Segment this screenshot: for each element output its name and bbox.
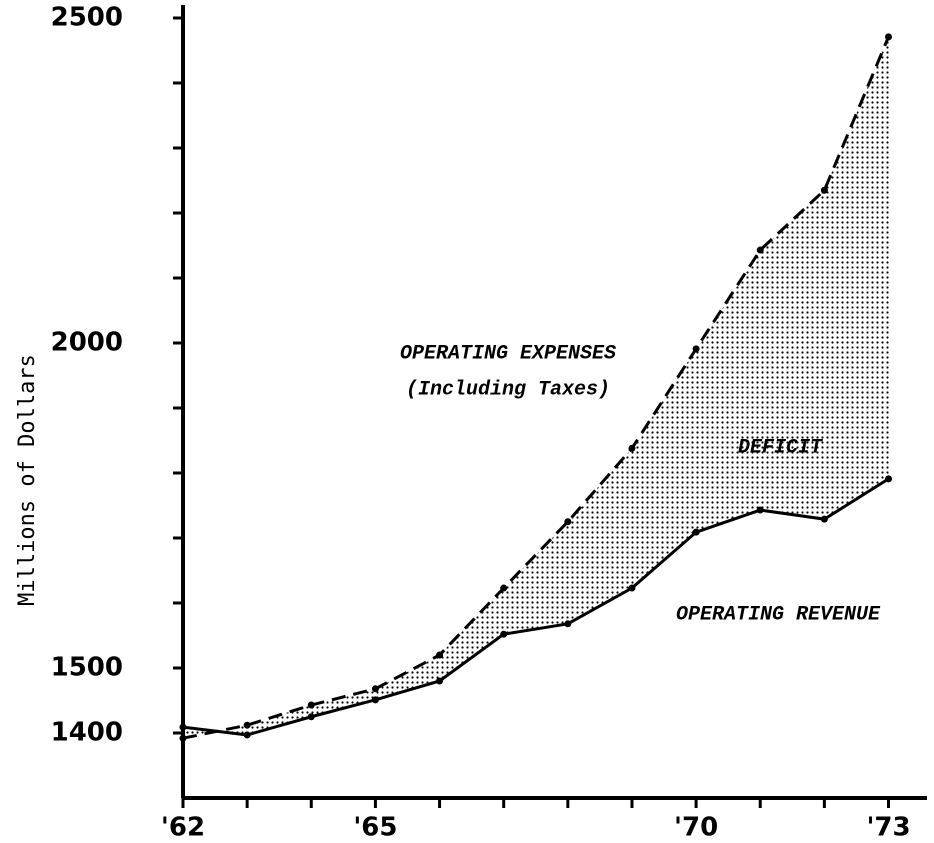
data-point [885,33,893,41]
data-point [179,734,187,742]
series-label: OPERATING REVENUE [676,603,881,626]
x-tick-label: '65 [353,813,397,843]
data-point [628,444,636,452]
data-point [692,528,700,536]
data-point [564,518,572,526]
data-point [307,713,315,721]
data-point [436,651,444,659]
data-point [371,685,379,693]
data-point [692,345,700,353]
y-axis-label: Millions of Dollars [15,354,40,606]
x-tick-label: '73 [866,813,910,843]
data-point [307,701,315,709]
x-tick-label: '62 [161,813,205,843]
y-tick-label: 2500 [51,3,123,33]
data-point [179,723,187,731]
data-point [820,186,828,194]
data-point [500,584,508,592]
data-point [820,515,828,523]
data-point [628,584,636,592]
x-tick-label: '70 [674,813,718,843]
deficit-area [183,36,889,739]
data-point [756,246,764,254]
annotation: (Including Taxes) [406,378,610,401]
data-point [436,677,444,685]
data-point [500,630,508,638]
data-point [243,721,251,729]
data-point [756,506,764,514]
y-tick-label: 1400 [51,718,123,748]
annotation: DEFICIT [738,436,823,459]
series-line [182,477,890,737]
data-point [564,620,572,628]
series-line [182,36,890,740]
series-label: OPERATING EXPENSES [400,342,616,365]
data-point [371,696,379,704]
data-point [885,475,893,483]
y-tick-label: 2000 [51,328,123,358]
data-point [243,731,251,739]
y-tick-label: 1500 [51,653,123,683]
